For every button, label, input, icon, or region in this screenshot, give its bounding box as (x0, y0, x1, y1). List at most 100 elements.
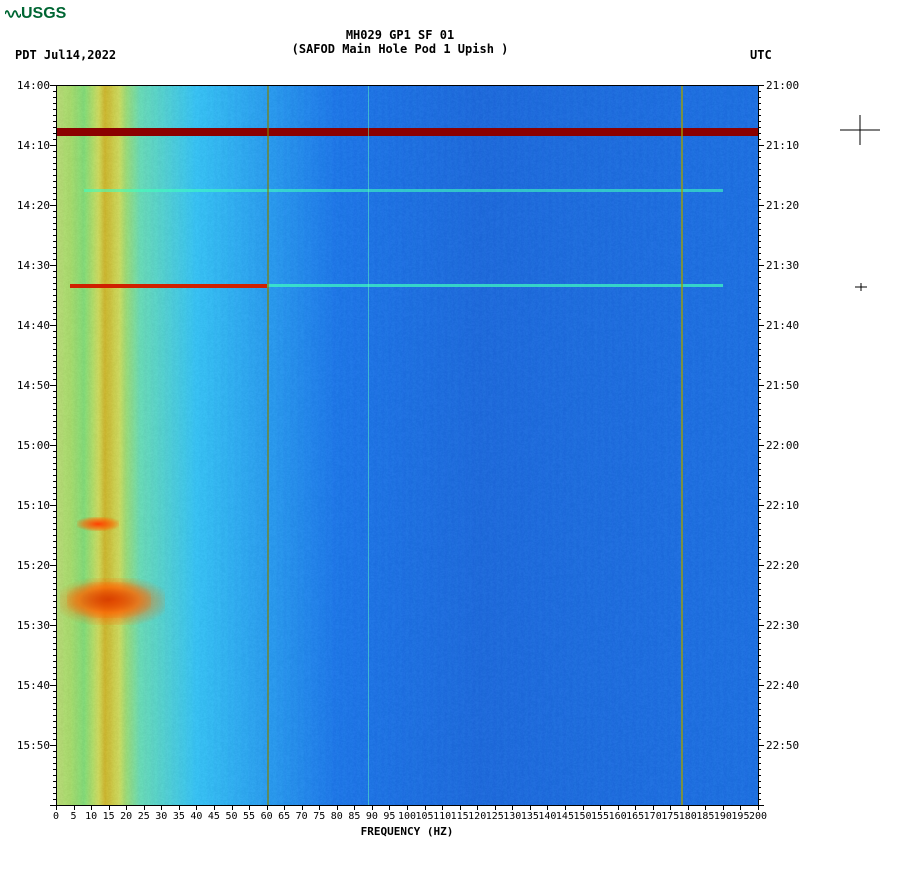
y-tick-mark (53, 235, 56, 236)
y-tick-mark (758, 217, 761, 218)
y-right-label: 21:10 (766, 139, 806, 152)
y-tick-mark (758, 553, 761, 554)
x-tick-mark (284, 805, 285, 810)
y-tick-mark (53, 595, 56, 596)
vertical-line (681, 85, 683, 805)
x-tick-mark (565, 805, 566, 810)
y-tick-mark (53, 697, 56, 698)
y-tick-mark (758, 601, 761, 602)
y-tick-mark (53, 721, 56, 722)
y-tick-mark (53, 523, 56, 524)
y-tick-mark (53, 403, 56, 404)
y-right-label: 21:30 (766, 259, 806, 272)
x-tick-label: 10 (85, 811, 97, 822)
x-tick-mark (249, 805, 250, 810)
x-tick-label: 50 (225, 811, 237, 822)
x-tick-mark (705, 805, 706, 810)
y-tick-mark (758, 157, 761, 158)
y-tick-mark (53, 331, 56, 332)
y-tick-mark (53, 799, 56, 800)
y-tick-mark (53, 391, 56, 392)
y-tick-mark (53, 571, 56, 572)
y-tick-mark (53, 499, 56, 500)
x-tick-label: 65 (278, 811, 290, 822)
right-header: UTC (750, 48, 772, 62)
y-left-label: 14:00 (10, 79, 50, 92)
x-tick-label: 90 (366, 811, 378, 822)
y-tick-mark (53, 349, 56, 350)
x-tick-mark (758, 805, 759, 810)
y-tick-mark (53, 355, 56, 356)
y-tick-mark (758, 451, 761, 452)
y-tick-mark (758, 229, 761, 230)
y-tick-mark (53, 91, 56, 92)
x-tick-label: 145 (556, 811, 574, 822)
y-tick-mark (758, 325, 764, 326)
y-tick-mark (758, 661, 761, 662)
y-tick-mark (758, 715, 761, 716)
y-tick-mark (50, 85, 56, 86)
x-tick-label: 125 (486, 811, 504, 822)
y-tick-mark (758, 193, 761, 194)
y-tick-mark (758, 295, 761, 296)
y-tick-mark (758, 133, 761, 134)
y-tick-mark (53, 493, 56, 494)
y-tick-mark (53, 583, 56, 584)
y-tick-mark (53, 529, 56, 530)
y-tick-mark (758, 691, 761, 692)
y-tick-mark (758, 103, 761, 104)
y-tick-mark (758, 577, 761, 578)
wave-icon (5, 6, 21, 18)
y-tick-mark (53, 319, 56, 320)
y-tick-mark (758, 361, 761, 362)
y-tick-mark (758, 697, 761, 698)
y-tick-mark (758, 751, 761, 752)
y-tick-mark (758, 769, 761, 770)
x-tick-mark (425, 805, 426, 810)
x-tick-label: 20 (120, 811, 132, 822)
x-tick-label: 120 (468, 811, 486, 822)
spectrogram (56, 85, 758, 805)
y-tick-mark (53, 733, 56, 734)
y-tick-mark (758, 463, 761, 464)
x-tick-label: 35 (173, 811, 185, 822)
y-tick-mark (758, 265, 764, 266)
vertical-line (368, 85, 369, 805)
y-tick-mark (50, 265, 56, 266)
x-tick-mark (91, 805, 92, 810)
y-tick-mark (758, 337, 761, 338)
y-tick-mark (50, 625, 56, 626)
y-tick-mark (53, 607, 56, 608)
y-left-label: 14:50 (10, 379, 50, 392)
y-tick-mark (50, 385, 56, 386)
x-tick-label: 25 (138, 811, 150, 822)
y-tick-mark (758, 313, 761, 314)
y-tick-mark (53, 421, 56, 422)
y-tick-mark (758, 469, 761, 470)
y-left-label: 15:30 (10, 619, 50, 632)
y-tick-mark (53, 553, 56, 554)
y-tick-mark (50, 745, 56, 746)
y-tick-mark (53, 397, 56, 398)
hotspot (77, 517, 119, 531)
y-tick-mark (758, 289, 761, 290)
y-tick-mark (53, 373, 56, 374)
y-tick-mark (758, 283, 761, 284)
y-tick-mark (758, 373, 761, 374)
y-tick-mark (758, 589, 761, 590)
y-tick-mark (758, 637, 761, 638)
y-tick-mark (758, 649, 761, 650)
x-tick-label: 110 (433, 811, 451, 822)
x-tick-mark (126, 805, 127, 810)
y-tick-mark (53, 475, 56, 476)
event-band (84, 189, 723, 192)
y-tick-mark (53, 613, 56, 614)
y-tick-mark (758, 175, 761, 176)
y-tick-mark (758, 109, 761, 110)
y-tick-mark (758, 121, 761, 122)
y-tick-mark (758, 523, 761, 524)
y-tick-mark (53, 589, 56, 590)
y-tick-mark (53, 661, 56, 662)
x-tick-label: 115 (451, 811, 469, 822)
x-tick-label: 85 (348, 811, 360, 822)
